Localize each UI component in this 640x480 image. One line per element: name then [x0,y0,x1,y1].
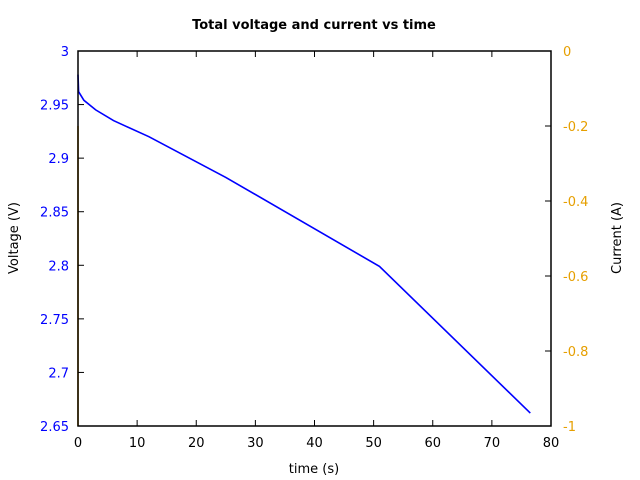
x-tick-label: 40 [306,436,323,451]
y2-tick-label: -0.2 [563,120,588,135]
y-tick-label: 3 [61,45,69,60]
x-tick-label: 60 [424,436,441,451]
x-tick-label: 10 [129,436,146,451]
y2-tick-label: -0.4 [563,195,588,210]
x-tick-label: 80 [543,436,560,451]
series-layer [77,74,531,426]
y-tick-label: 2.8 [48,259,69,274]
y-tick-label: 2.65 [40,420,69,435]
y2-axis-label: Current (A) [610,202,625,274]
chart-title: Total voltage and current vs time [192,18,436,33]
y-tick-label: 2.9 [48,152,69,167]
series-voltage-line [77,74,531,414]
y-tick-label: 2.85 [40,206,69,221]
x-tick-label: 50 [365,436,382,451]
y-axis-label: Voltage (V) [7,202,22,274]
y-tick-label: 2.7 [48,366,69,381]
y-tick-label: 2.75 [40,313,69,328]
x-tick-label: 20 [188,436,205,451]
y2-tick-label: -0.6 [563,270,588,285]
y-tick-label: 2.95 [40,99,69,114]
axis-layer: 0 10 20 30 40 50 60 70 802.652.72.752.82.852.92.… [40,45,588,451]
y2-tick-label: -1 [563,420,576,435]
plot-frame [77,50,552,427]
x-axis-label: time (s) [289,462,339,477]
x-tick-label: 70 [484,436,501,451]
y2-tick-label: -0.8 [563,345,588,360]
x-tick-label: 30 [247,436,264,451]
y2-tick-label: 0 [563,45,571,60]
x-tick-label: 0 [74,436,82,451]
